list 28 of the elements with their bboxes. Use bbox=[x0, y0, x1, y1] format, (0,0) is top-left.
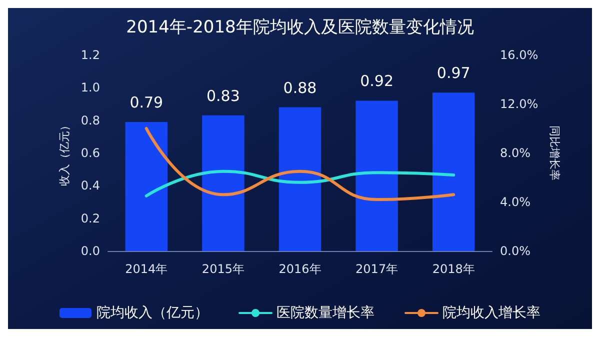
chart-title: 2014年-2018年院均收入及医院数量变化情况 bbox=[126, 18, 474, 38]
data-label: 0.92 bbox=[360, 72, 394, 90]
y2-tick-label: 12.0% bbox=[500, 97, 538, 111]
data-label: 0.83 bbox=[206, 86, 240, 105]
data-label: 0.88 bbox=[283, 78, 317, 97]
y2-axis-title: 同比增长率 bbox=[548, 126, 562, 180]
x-tick-label: 2018年 bbox=[432, 262, 475, 276]
y-tick-label: 0.8 bbox=[80, 113, 100, 128]
y2-tick-label: 4.0% bbox=[500, 195, 530, 209]
data-label: 0.79 bbox=[130, 93, 164, 112]
y-tick-label: 0.4 bbox=[80, 178, 100, 193]
y-tick-label: 1.0 bbox=[80, 80, 100, 95]
x-tick-label: 2016年 bbox=[278, 262, 322, 276]
y-tick-label: 1.2 bbox=[80, 48, 100, 62]
y2-tick-label: 16.0% bbox=[500, 48, 538, 62]
y-axis-title: 收入（亿元） bbox=[58, 120, 71, 186]
x-tick-label: 2017年 bbox=[356, 262, 398, 276]
x-tick-label: 2015年 bbox=[202, 262, 244, 276]
x-tick-label: 2014年 bbox=[125, 262, 168, 276]
legend-label: 医院数量增长率 bbox=[276, 305, 374, 321]
y2-tick-label: 0.0% bbox=[500, 244, 530, 258]
legend-label: 院均收入增长率 bbox=[442, 305, 540, 321]
legend-label: 院均收入（亿元） bbox=[96, 305, 208, 321]
data-label: 0.97 bbox=[436, 64, 470, 82]
y-tick-label: 0.2 bbox=[80, 211, 100, 226]
y-tick-label: 0.6 bbox=[80, 146, 100, 160]
y2-tick-label: 8.0% bbox=[500, 146, 530, 160]
y-tick-label: 0.0 bbox=[80, 244, 100, 258]
